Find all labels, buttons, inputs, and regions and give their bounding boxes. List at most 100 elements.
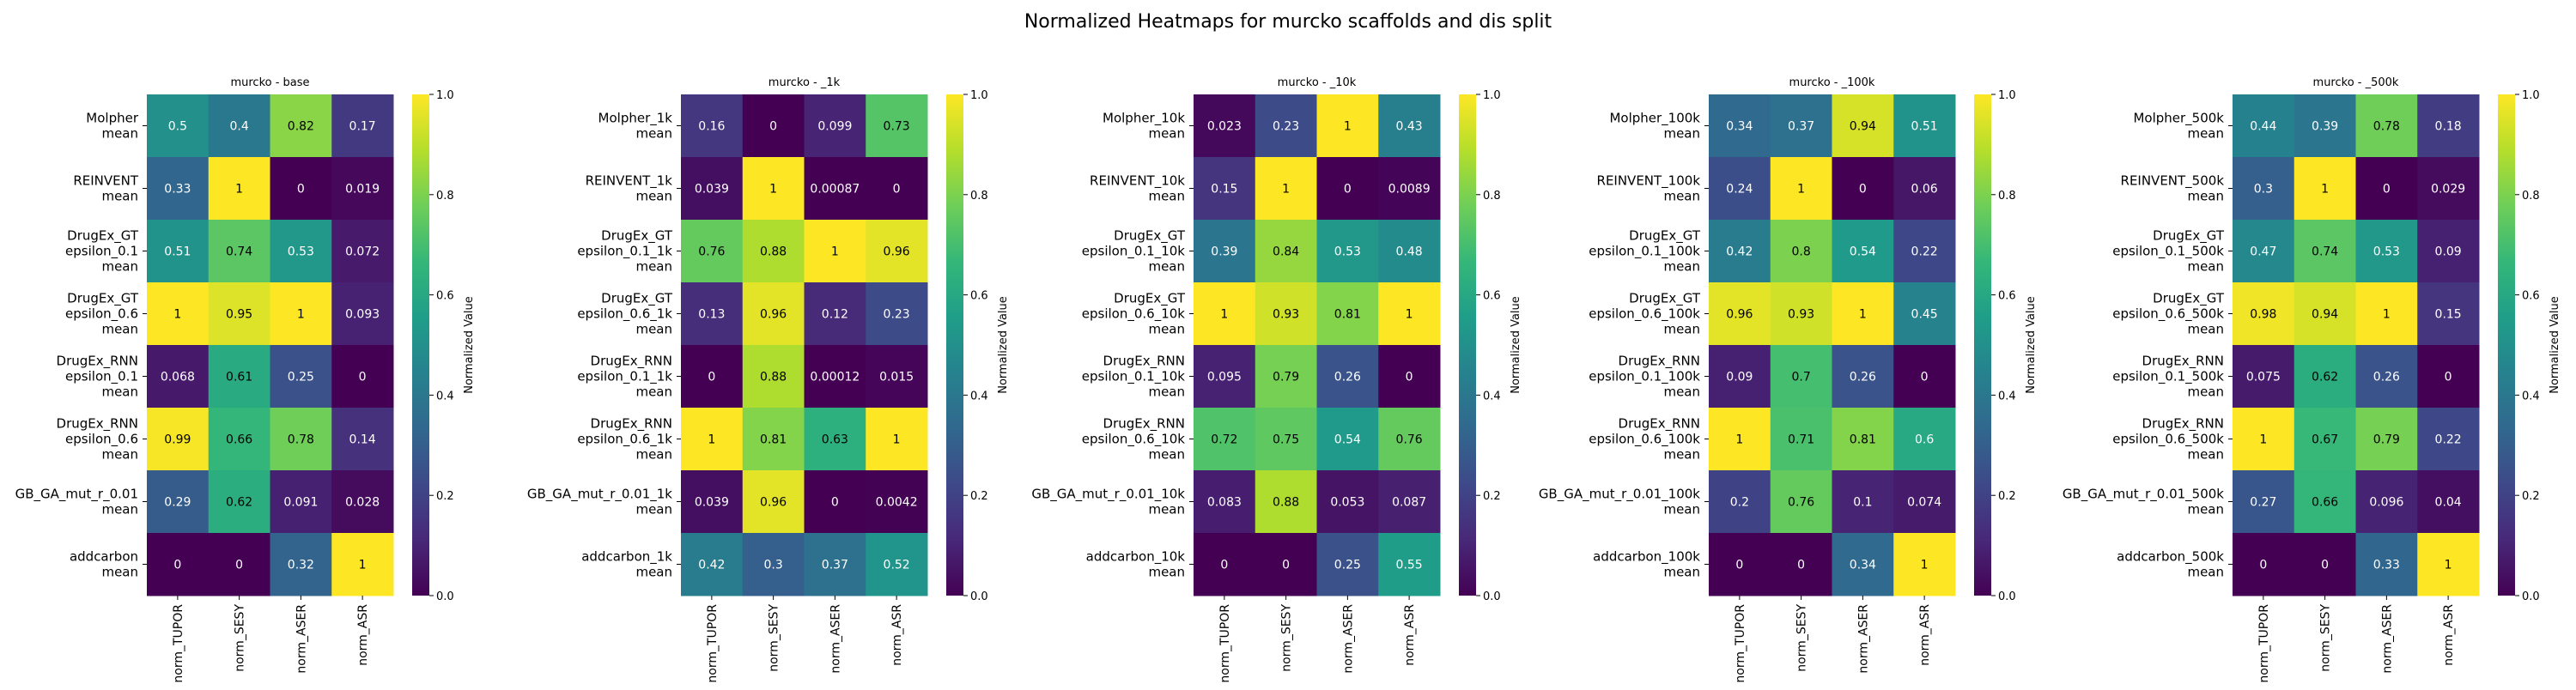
heatmap-cell xyxy=(1378,94,1441,158)
row-label-line: Molpher_500k xyxy=(2133,111,2224,127)
row-label-line: REINVENT_100k xyxy=(1597,173,1701,190)
row-label-line: DrugEx_RNN xyxy=(1619,354,1700,370)
column-label: norm_ASER xyxy=(1856,604,1870,674)
heatmap-cell xyxy=(866,470,928,534)
heatmap-cell xyxy=(270,345,332,409)
heatmap-cell xyxy=(147,94,210,158)
row-label: REINVENT_500k mean xyxy=(2121,173,2225,204)
row-label-line: epsilon_0.6 xyxy=(65,432,138,448)
row-label-line: DrugEx_GT xyxy=(1114,291,1186,307)
row-label-line: epsilon_0.1_1k xyxy=(577,369,672,385)
cell-value-label: 0.1 xyxy=(1853,496,1872,510)
colorbar-tick-label: 0.8 xyxy=(436,190,454,203)
heatmap-cell xyxy=(208,408,270,471)
cell-value-label: 0.74 xyxy=(2312,245,2338,259)
colorbar xyxy=(946,94,963,596)
row-label-line: mean xyxy=(1148,189,1185,204)
colorbar-tick-label: 0.8 xyxy=(970,190,988,203)
colorbar-tick-label: 0.6 xyxy=(1998,290,2016,303)
row-label: DrugEx_GT epsilon_0.1 mean xyxy=(65,228,139,275)
cell-value-label: 0.028 xyxy=(345,496,380,510)
cell-value-label: 0.16 xyxy=(698,120,725,134)
row-label: DrugEx_GT epsilon_0.6 mean xyxy=(65,291,139,337)
cell-value-label: 0.072 xyxy=(345,245,380,259)
heatmap-cell xyxy=(1378,157,1441,221)
row-label-line: addcarbon_10k xyxy=(1086,549,1186,566)
heatmap-panel: murcko - base 0.5 0.4 0.82 0.17 0.33 1 0 0.019 0.… xyxy=(15,76,476,683)
row-label-line: mean xyxy=(635,384,672,400)
row-label-line: GB_GA_mut_r_0.01_500k xyxy=(2063,487,2224,503)
heatmap-cell xyxy=(1770,470,1832,534)
heatmap-cell xyxy=(742,408,805,471)
heatmap-cell xyxy=(1316,533,1379,596)
heatmap-cell xyxy=(866,533,928,596)
row-label-line: DrugEx_RNN xyxy=(591,354,672,370)
row-label-line: DrugEx_RNN xyxy=(57,416,138,433)
cell-value-label: 0.00087 xyxy=(810,183,860,197)
heatmap-cell xyxy=(2293,220,2356,283)
cell-value-label: 0.96 xyxy=(884,245,910,259)
heatmap-cell xyxy=(1194,408,1256,471)
heatmap-cell xyxy=(1709,470,1771,534)
row-label-line: DrugEx_RNN xyxy=(2142,354,2224,370)
heatmap-cell xyxy=(270,94,332,158)
row-label: Molpher_500k mean xyxy=(2133,111,2224,142)
cell-value-label: 0.093 xyxy=(345,308,380,322)
cell-value-label: 0.93 xyxy=(1273,308,1299,322)
cell-value-label: 0.93 xyxy=(1788,308,1814,322)
colorbar-tick-label: 1.0 xyxy=(1483,89,1501,102)
row-label: DrugEx_RNN epsilon_0.6_500k mean xyxy=(2112,416,2224,463)
cell-value-label: 0.29 xyxy=(164,496,191,510)
heatmap-cell xyxy=(147,220,210,283)
column-label: norm_ASER xyxy=(2380,604,2394,674)
row-label-line: mean xyxy=(2187,447,2224,463)
row-label-line: epsilon_0.6_500k xyxy=(2112,432,2224,448)
cell-value-label: 0.22 xyxy=(2435,433,2462,447)
row-label-line: epsilon_0.1 xyxy=(65,369,138,385)
cell-value-label: 0 xyxy=(173,559,181,572)
heatmap-cell xyxy=(1709,157,1771,221)
cell-value-label: 0.79 xyxy=(1273,371,1299,384)
row-label-line: mean xyxy=(101,259,138,275)
colorbar-tick-label: 0.0 xyxy=(436,590,454,603)
row-label-line: DrugEx_GT xyxy=(2153,291,2225,307)
heatmap-cell xyxy=(1832,533,1894,596)
heatmap-cell xyxy=(2417,408,2480,471)
column-label: norm_ASR xyxy=(356,604,370,666)
row-label-line: epsilon_0.6_10k xyxy=(1082,306,1186,323)
cell-value-label: 0.00012 xyxy=(810,371,860,384)
row-label-line: mean xyxy=(101,447,138,463)
cell-value-label: 0.039 xyxy=(695,496,729,510)
heatmap-cell xyxy=(1194,94,1256,158)
heatmap-cell xyxy=(147,282,210,346)
row-label-line: mean xyxy=(635,126,672,142)
heatmap-cell xyxy=(866,94,928,158)
heatmap-cell xyxy=(1770,220,1832,283)
row-label-line: mean xyxy=(635,322,672,337)
heatmap-panel: murcko - _100k 0.34 0.37 0.94 0.51 0.24 1 0 0.06… xyxy=(1539,76,2038,683)
cell-value-label: 0.33 xyxy=(164,183,191,197)
heatmap-cell xyxy=(804,533,866,596)
cell-value-label: 0.0042 xyxy=(876,496,918,510)
cell-value-label: 0 xyxy=(1735,559,1743,572)
row-label: DrugEx_RNN epsilon_0.1 mean xyxy=(57,354,138,400)
heatmap-cell xyxy=(2233,282,2295,346)
cell-value-label: 0.13 xyxy=(698,308,725,322)
cell-value-label: 1 xyxy=(2445,559,2452,572)
cell-value-label: 0.18 xyxy=(2435,120,2462,134)
heatmap-cell xyxy=(1316,470,1379,534)
row-label-line: GB_GA_mut_r_0.01 xyxy=(15,487,138,503)
row-label: DrugEx_RNN epsilon_0.1_1k mean xyxy=(577,354,672,400)
cell-value-label: 0 xyxy=(1344,183,1352,197)
row-label-line: DrugEx_GT xyxy=(1114,228,1186,245)
heatmap-cell xyxy=(1770,533,1832,596)
cell-value-label: 0.33 xyxy=(2373,559,2400,572)
heatmap-cell xyxy=(1194,345,1256,409)
heatmap-cell xyxy=(1194,220,1256,283)
cell-value-label: 0.17 xyxy=(349,120,376,134)
heatmap-cell xyxy=(2417,94,2480,158)
heatmap-cell xyxy=(1194,533,1256,596)
cell-value-label: 1 xyxy=(2383,308,2391,322)
